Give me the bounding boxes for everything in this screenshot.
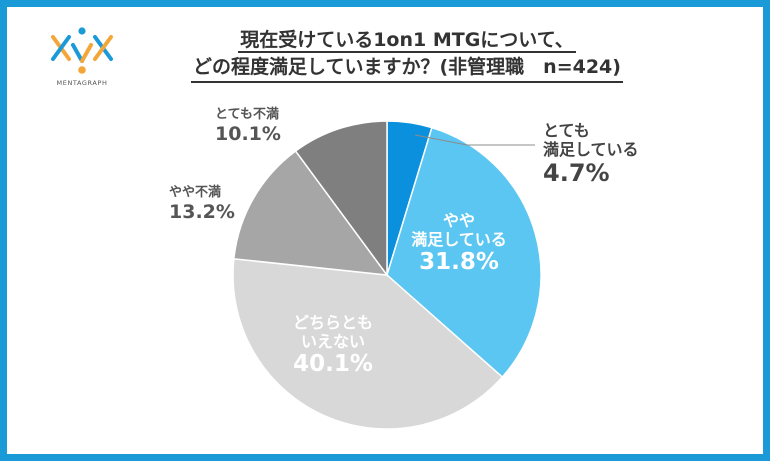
- label-very-satisfied-name-1: とても: [543, 121, 590, 140]
- pie-chart: [232, 120, 542, 430]
- label-somewhat-dissatisfied-name: やや不満: [169, 185, 222, 200]
- label-somewhat-dissatisfied-pct: 13.2%: [169, 200, 235, 223]
- label-neutral-pct: 40.1%: [293, 351, 373, 378]
- pie-slice-very-dissatisfied: [294, 120, 388, 278]
- label-very-dissatisfied-name: とても不満: [215, 107, 279, 122]
- label-very-satisfied-name-2: 満足している: [543, 140, 639, 160]
- pie-slice-neutral: [232, 257, 504, 430]
- chart-title: 現在受けている1on1 MTGについて、 どの程度満足していますか？(非管理職 …: [127, 27, 687, 83]
- mentagraph-logo-icon: [51, 27, 113, 74]
- pie-slice-somewhat-satisfied: [386, 126, 542, 379]
- label-very-dissatisfied-pct: 10.1%: [215, 122, 281, 145]
- leader-line-very-satisfied: [414, 134, 535, 146]
- logo-text: MENTAGRAPH: [56, 79, 108, 87]
- label-very-satisfied: とても 満足している 4.7%: [543, 121, 639, 188]
- label-somewhat-satisfied: やや 満足している 31.8%: [403, 211, 515, 277]
- label-somewhat-satisfied-name-2: 満足している: [411, 230, 507, 250]
- label-somewhat-satisfied-pct: 31.8%: [419, 249, 499, 276]
- title-line-2: どの程度満足していますか？(非管理職 n=424): [191, 54, 623, 83]
- label-very-satisfied-pct: 4.7%: [543, 159, 610, 188]
- label-neutral-name-2: いえない: [300, 332, 365, 352]
- title-line-1: 現在受けている1on1 MTGについて、: [238, 29, 576, 53]
- label-very-dissatisfied: とても不満 10.1%: [215, 107, 281, 145]
- label-somewhat-dissatisfied: やや不満 13.2%: [169, 185, 235, 223]
- label-somewhat-satisfied-name-1: やや: [442, 211, 475, 230]
- pie-slice-somewhat-dissatisfied: [233, 149, 389, 276]
- label-neutral: どちらとも いえない 40.1%: [273, 313, 393, 379]
- label-neutral-name-1: どちらとも: [292, 313, 373, 332]
